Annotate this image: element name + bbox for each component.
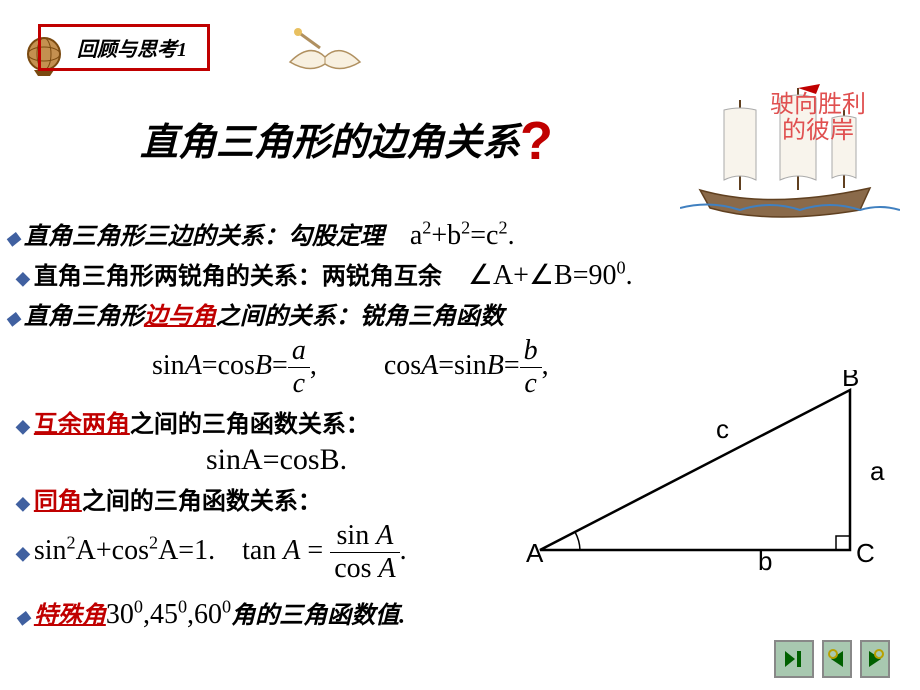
tanA: tan A =	[242, 535, 330, 566]
frac-sin-cos: sin Acos A	[330, 520, 399, 585]
side-b: b	[758, 546, 772, 576]
vertex-B: B	[842, 370, 859, 392]
page-title: 直角三角形的边角关系?	[140, 110, 553, 172]
ship-label-line2: 的彼岸	[782, 118, 854, 144]
row3-pre: 直角三角形	[24, 304, 144, 330]
bullet-icon: ◆	[16, 268, 30, 288]
frac-a-c: ac	[288, 335, 310, 400]
sinA: sinA=cosB=	[152, 350, 288, 381]
row2-eq: ∠A+∠B=900.	[468, 260, 633, 291]
row2-text: 直角三角形两锐角的关系：两锐角互余	[34, 264, 442, 290]
vertex-A: A	[526, 538, 544, 568]
title-text: 直角三角形的边角关系	[140, 122, 520, 164]
row-trig-def: ◆直角三角形边与角之间的关系：锐角三角函数	[6, 296, 906, 331]
row1-eq: a2+b2=c2.	[410, 220, 515, 251]
book-icon	[280, 22, 370, 82]
nav-buttons	[774, 640, 890, 678]
row-special-angles: ◆特殊角300,450,600角的三角函数值.	[16, 595, 906, 631]
question-mark-icon: ?	[520, 111, 553, 171]
bullet-icon: ◆	[16, 493, 30, 513]
row6-post: 角的三角函数值.	[231, 603, 405, 629]
row-pythagoras: ◆直角三角形三边的关系：勾股定理 a2+b2=c2.	[6, 216, 906, 252]
bullet-icon: ◆	[6, 308, 20, 328]
bullet-icon: ◆	[16, 607, 30, 627]
row3-red: 边与角	[144, 304, 216, 330]
ship-label-line1: 驶向胜利	[770, 92, 866, 118]
bullet-icon: ◆	[6, 228, 20, 248]
row4-eq-text: sinA=cosB.	[206, 443, 347, 476]
row4-post: 之间的三角函数关系：	[130, 412, 370, 438]
cosA: cosA=sinB=	[384, 350, 520, 381]
nav-play-button[interactable]	[774, 640, 814, 678]
dot: .	[400, 535, 407, 566]
row1-text: 直角三角形三边的关系：勾股定理	[24, 224, 384, 250]
sin2cos2: sin2A+cos2A=1.	[34, 535, 215, 566]
nav-forward-button[interactable]	[860, 640, 890, 678]
bullet-icon: ◆	[16, 416, 30, 436]
triangle-figure: A B C a b c	[520, 370, 900, 580]
row6-angles: 300,450,600	[106, 599, 231, 630]
review-header-label: 回顾与思考1	[77, 39, 187, 61]
row3-post: 之间的关系：锐角三角函数	[216, 304, 504, 330]
ship-label: 驶向胜利 的彼岸	[770, 92, 866, 145]
bullet-icon: ◆	[16, 543, 30, 563]
nav-back-button[interactable]	[822, 640, 852, 678]
review-header-box: 回顾与思考1	[38, 24, 210, 71]
side-c: c	[716, 414, 729, 444]
row5-red: 同角	[34, 489, 82, 515]
comma1: ,	[310, 350, 317, 381]
row4-red: 互余两角	[34, 412, 130, 438]
row6-red: 特殊角	[34, 603, 106, 629]
vertex-C: C	[856, 538, 875, 568]
row5-post: 之间的三角函数关系：	[82, 489, 322, 515]
row-complementary: ◆直角三角形两锐角的关系：两锐角互余 ∠A+∠B=900.	[16, 256, 906, 292]
side-a: a	[870, 456, 885, 486]
